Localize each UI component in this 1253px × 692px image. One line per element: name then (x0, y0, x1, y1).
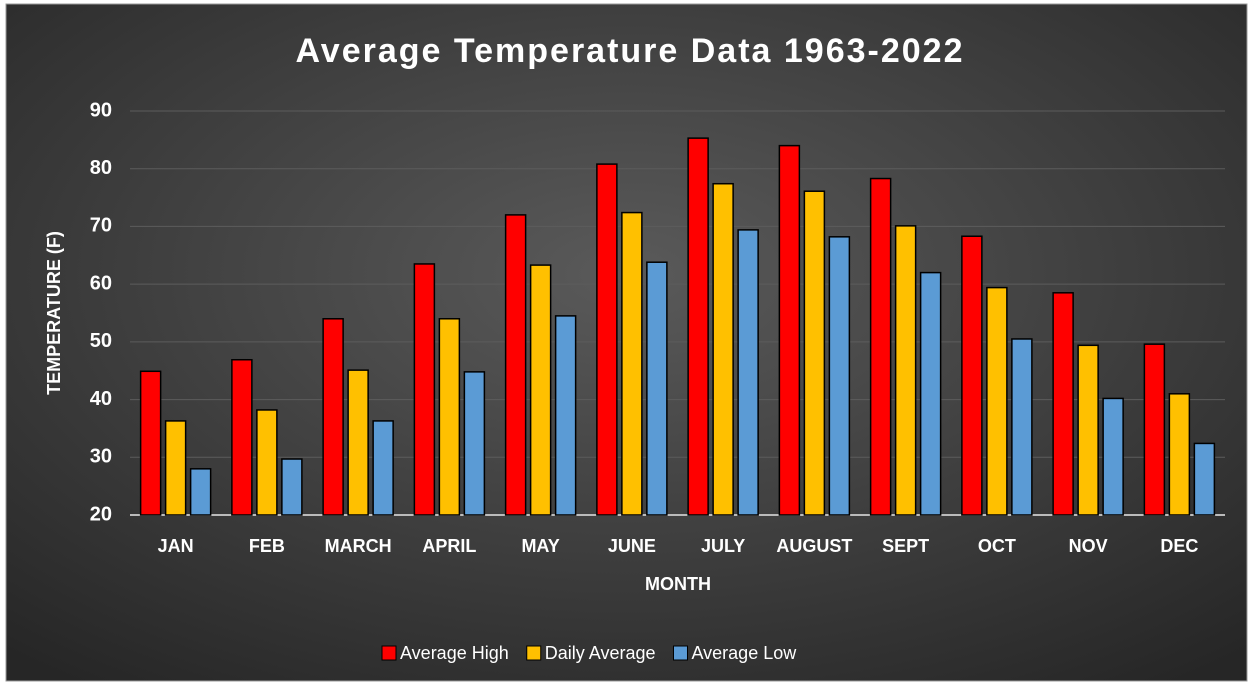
bar (869, 177, 892, 516)
y-tick-label: 40 (90, 388, 112, 410)
y-tick-label: 20 (90, 503, 112, 525)
bar (621, 211, 643, 516)
x-tick-label: SEPT (882, 536, 929, 556)
bar (712, 182, 734, 516)
bar (189, 468, 212, 516)
bar (256, 409, 278, 516)
bar (504, 214, 527, 516)
legend-swatch (672, 645, 688, 661)
bar (438, 318, 461, 516)
bar (1052, 292, 1074, 516)
x-tick-label: FEB (249, 536, 285, 556)
bar (347, 369, 369, 516)
bar (139, 370, 162, 516)
bar (986, 286, 1008, 516)
bar (919, 271, 942, 516)
bar (322, 318, 344, 516)
y-tick-label: 60 (90, 272, 112, 294)
bar (778, 144, 801, 516)
x-tick-label: DEC (1160, 536, 1198, 556)
chart-title: Average Temperature Data 1963-2022 (296, 32, 965, 70)
bar (554, 315, 577, 516)
bar (803, 190, 826, 516)
x-tick-label: JAN (158, 536, 194, 556)
legend-swatch (526, 645, 542, 661)
legend-swatch (381, 645, 397, 661)
x-tick-label: NOV (1069, 536, 1108, 556)
x-tick-label: APRIL (422, 536, 476, 556)
bar (231, 358, 253, 516)
bar (894, 225, 917, 516)
bar (463, 371, 486, 516)
x-tick-label: JULY (701, 536, 745, 556)
bar (413, 263, 436, 516)
x-tick-label: MAY (521, 536, 559, 556)
legend-label: Average Low (691, 643, 797, 663)
x-axis-label: MONTH (645, 574, 711, 594)
bar (1143, 343, 1166, 516)
bar (1193, 442, 1216, 516)
x-tick-label: MARCH (325, 536, 392, 556)
bar (1102, 397, 1124, 516)
legend-label: Average High (400, 643, 509, 663)
y-tick-label: 50 (90, 330, 112, 352)
bar (1077, 344, 1099, 516)
bar (646, 261, 668, 516)
x-tick-label: JUNE (608, 536, 656, 556)
y-tick-label: 30 (90, 446, 112, 468)
bar (372, 420, 394, 516)
legend-label: Daily Average (545, 643, 656, 663)
bar (1168, 393, 1191, 516)
bar (828, 236, 851, 516)
y-axis-label: TEMPERATURE (F) (44, 231, 64, 395)
x-tick-label: OCT (978, 536, 1016, 556)
bar (281, 458, 303, 516)
bar (164, 420, 187, 516)
bar (961, 235, 983, 516)
y-tick-label: 90 (90, 99, 112, 121)
y-tick-label: 70 (90, 215, 112, 237)
bar (737, 229, 759, 516)
x-tick-label: AUGUST (776, 536, 852, 556)
bar (529, 264, 552, 516)
y-tick-label: 80 (90, 157, 112, 179)
bar (596, 163, 618, 516)
bar (1011, 338, 1033, 516)
bar (687, 137, 709, 516)
